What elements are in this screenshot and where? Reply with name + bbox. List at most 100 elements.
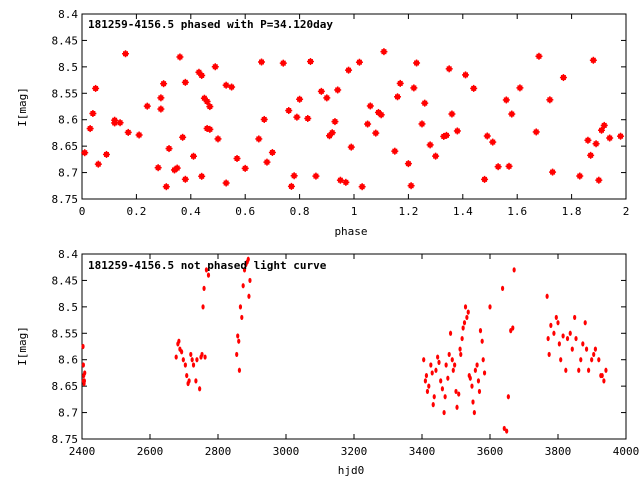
axis-ticks: 0 0.2 0.4 0.6 0.8 1 1.2 1.4 1.6 1.8 2 8.4 8.45 8.5 8.5… (52, 8, 630, 218)
data-point (559, 357, 563, 363)
y-tick-label: 8.6 (58, 354, 78, 367)
data-point (396, 79, 404, 87)
data-point (404, 160, 412, 168)
data-point (260, 115, 268, 123)
data-point (235, 351, 239, 358)
data-point (372, 129, 380, 137)
x-tick-label: 0.4 (181, 205, 201, 218)
data-point (508, 110, 516, 118)
data-point (480, 338, 484, 344)
data-point (290, 172, 298, 180)
data-point (183, 362, 187, 368)
data-point (546, 335, 550, 342)
y-axis-label: I[mag] (16, 87, 29, 127)
data-point (455, 404, 459, 410)
data-point (135, 131, 143, 139)
x-tick-label: 1.2 (398, 205, 418, 218)
data-point (587, 151, 595, 159)
data-point (81, 343, 85, 350)
data-point (177, 338, 181, 344)
data-point (248, 277, 252, 284)
data-point (468, 375, 472, 381)
y-axis-label: I[mag] (16, 326, 29, 366)
data-point (195, 357, 199, 363)
data-point (165, 145, 173, 153)
data-point (89, 109, 97, 117)
data-point (600, 121, 608, 129)
axis-ticks: 2400 2600 2800 3000 3200 3400 3600 3800 4000 8.4 8… (52, 248, 640, 458)
data-point (462, 320, 467, 326)
data-point (306, 58, 314, 66)
data-point (557, 341, 561, 347)
data-point (432, 152, 440, 160)
data-point (233, 155, 241, 163)
data-point (429, 362, 433, 368)
data-point (391, 147, 399, 155)
data-point (423, 378, 427, 384)
data-point (81, 149, 89, 157)
data-point (453, 127, 461, 135)
data-point (561, 333, 565, 339)
data-point (465, 314, 469, 321)
data-point (564, 367, 568, 373)
data-point (593, 346, 598, 352)
data-point (475, 362, 479, 368)
data-point (336, 176, 344, 184)
data-point (187, 378, 191, 384)
data-point (255, 135, 263, 143)
data-point (190, 152, 198, 160)
data-point (436, 354, 440, 360)
y-tick-label: 8.45 (52, 274, 79, 287)
data-point (334, 86, 342, 94)
data-point (358, 183, 366, 191)
x-tick-label: 3000 (273, 445, 300, 458)
data-point (296, 95, 304, 103)
unphased-light-curve-panel: 2400 2600 2800 3000 3200 3400 3600 3800 4000 8.4 8… (16, 248, 639, 477)
data-point (445, 65, 453, 73)
data-point (482, 370, 487, 376)
data-point (190, 357, 194, 363)
x-tick-label: 2400 (69, 445, 96, 458)
y-tick-label: 8.45 (52, 34, 79, 47)
data-point (427, 383, 431, 389)
data-point (584, 136, 592, 144)
data-point (424, 372, 429, 379)
y-tick-label: 8.75 (52, 193, 79, 206)
data-point (345, 66, 353, 74)
data-point (546, 96, 554, 104)
data-point (434, 367, 438, 373)
data-point (460, 335, 464, 342)
data-point (81, 362, 85, 368)
x-tick-label: 2 (623, 205, 630, 218)
data-point (574, 335, 578, 342)
data-point (440, 386, 444, 392)
data-point (505, 162, 513, 170)
data-point (258, 58, 266, 66)
chart-title: 181259-4156.5 phased with P=34.120day (88, 18, 333, 31)
data-point (549, 322, 553, 328)
data-point (589, 56, 597, 64)
data-point (570, 346, 574, 352)
data-point (512, 267, 516, 273)
data-point (241, 164, 249, 172)
x-tick-label: 1.6 (507, 205, 527, 218)
data-point (430, 370, 434, 376)
data-point (176, 53, 184, 61)
data-point (447, 351, 451, 358)
data-point (214, 135, 222, 143)
data-point (592, 140, 600, 148)
data-point (488, 304, 492, 310)
data-point (552, 330, 556, 336)
data-point (583, 320, 587, 326)
x-tick-label: 2600 (137, 445, 164, 458)
data-point (407, 182, 415, 190)
x-tick-label: 1.8 (562, 205, 582, 218)
data-point (198, 71, 206, 79)
data-point (279, 59, 287, 67)
data-point (421, 99, 429, 107)
x-tick-label: 3400 (409, 445, 436, 458)
data-point (201, 304, 205, 310)
data-point (444, 362, 448, 368)
data-point (437, 359, 441, 365)
y-tick-label: 8.65 (52, 380, 79, 393)
